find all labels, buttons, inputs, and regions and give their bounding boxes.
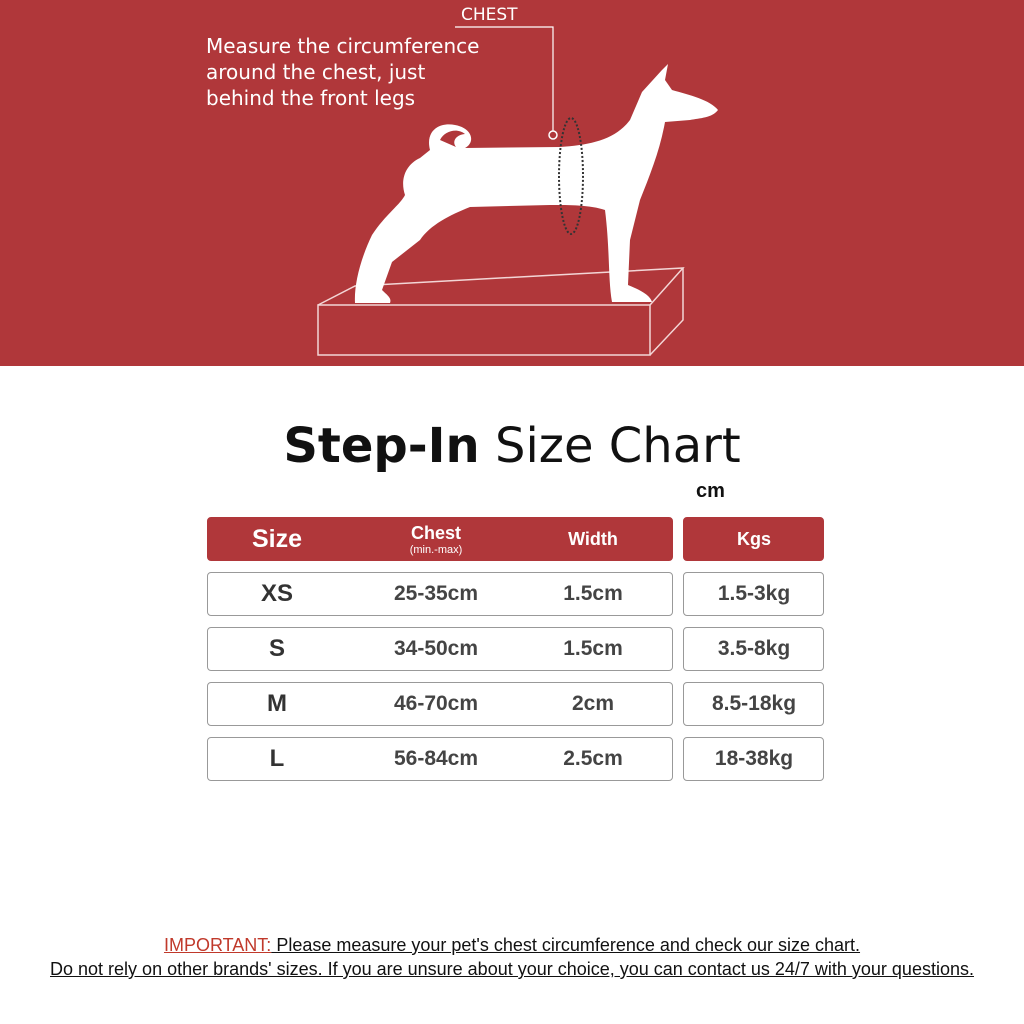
- measure-instructions: Measure the circumference around the che…: [206, 33, 536, 111]
- kgs-cell: 1.5-3kg: [717, 582, 791, 605]
- chest-label: CHEST: [461, 5, 518, 25]
- width-cell: 1.5cm: [563, 582, 623, 605]
- footer-line-1: IMPORTANT: Please measure your pet's che…: [0, 935, 1024, 956]
- header-chest-label: Chest: [410, 522, 461, 543]
- table-header-kgs: Kgs: [683, 517, 824, 561]
- size-cell: XS: [260, 580, 294, 607]
- title-bold: Step-In: [283, 418, 480, 474]
- kgs-row: 18-38kg: [683, 737, 824, 781]
- title-rest: Size Chart: [479, 418, 741, 474]
- table-row: S 34-50cm 1.5cm: [207, 627, 673, 671]
- footer-line-2: Do not rely on other brands' sizes. If y…: [0, 959, 1024, 980]
- header-width: Width: [568, 528, 618, 549]
- chest-cell: 34-50cm: [393, 637, 479, 660]
- table-row: M 46-70cm 2cm: [207, 682, 673, 726]
- kgs-row: 1.5-3kg: [683, 572, 824, 616]
- size-cell: S: [268, 635, 286, 662]
- chest-cell: 25-35cm: [393, 582, 479, 605]
- chest-measure-loop: [558, 117, 584, 235]
- header-chest: Chest (min.-max): [410, 518, 463, 560]
- table-row: L 56-84cm 2.5cm: [207, 737, 673, 781]
- measurement-banner: CHEST Measure the circumference around t…: [0, 0, 1024, 366]
- width-cell: 2.5cm: [563, 747, 623, 770]
- important-label: IMPORTANT:: [163, 935, 272, 955]
- kgs-cell: 18-38kg: [714, 747, 794, 770]
- size-cell: L: [269, 745, 285, 772]
- footer-text-1: Please measure your pet's chest circumfe…: [271, 935, 861, 955]
- dog-illustration: [317, 26, 718, 356]
- instruction-line: around the chest, just: [206, 60, 426, 84]
- chest-cell: 56-84cm: [393, 747, 479, 770]
- footer-text-2: Do not rely on other brands' sizes. If y…: [50, 959, 974, 979]
- size-cell: M: [267, 690, 287, 717]
- header-chest-sub: (min.-max): [409, 543, 463, 556]
- kgs-cell: 8.5-18kg: [711, 692, 797, 715]
- unit-label: cm: [696, 480, 725, 502]
- instruction-line: Measure the circumference: [206, 34, 480, 58]
- table-header: Size Chest (min.-max) Width: [207, 517, 673, 561]
- platform-box: [317, 267, 685, 356]
- kgs-cell: 3.5-8kg: [717, 637, 791, 660]
- chest-cell: 46-70cm: [393, 692, 479, 715]
- instruction-line: behind the front legs: [206, 86, 416, 110]
- header-kgs: Kgs: [736, 528, 772, 549]
- dog-silhouette: [354, 64, 718, 303]
- kgs-row: 8.5-18kg: [683, 682, 824, 726]
- kgs-row: 3.5-8kg: [683, 627, 824, 671]
- page-title: Step-In Size Chart: [0, 418, 1024, 474]
- header-size: Size: [251, 524, 303, 553]
- width-cell: 1.5cm: [563, 637, 623, 660]
- width-cell: 2cm: [571, 692, 615, 715]
- table-row: XS 25-35cm 1.5cm: [207, 572, 673, 616]
